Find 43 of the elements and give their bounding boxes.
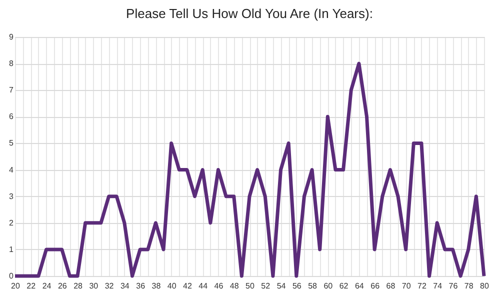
y-tick-label: 0 [9,272,14,280]
x-tick-label: 56 [292,282,302,290]
x-tick-label: 80 [480,282,490,290]
x-tick-label: 72 [418,282,427,290]
x-tick-label: 70 [402,282,412,290]
x-tick-label: 50 [246,282,255,290]
x-tick-label: 68 [386,282,396,290]
x-tick-label: 66 [370,282,380,290]
x-tick-label: 26 [58,282,68,290]
x-tick-label: 54 [276,282,286,290]
x-tick-label: 30 [89,282,99,290]
x-tick-label: 48 [230,282,240,290]
x-tick-label: 38 [152,282,162,290]
x-tick-label: 20 [11,282,20,290]
chart-title: Please Tell Us How Old You Are (In Years): [126,6,373,21]
x-tick-label: 52 [261,282,271,290]
y-tick-label: 8 [9,59,14,68]
y-tick-label: 6 [9,112,14,122]
y-tick-label: 2 [9,218,14,228]
x-tick-label: 40 [167,282,177,290]
y-tick-label: 4 [9,165,14,174]
x-tick-label: 42 [183,282,192,290]
y-tick-label: 3 [9,192,14,201]
x-tick-label: 24 [42,282,52,290]
x-tick-label: 60 [324,282,334,290]
y-tick-label: 7 [9,86,14,95]
x-tick-label: 46 [214,282,224,290]
x-tick-label: 34 [120,282,130,290]
line-series [13,62,486,278]
x-tick-label: 58 [308,282,318,290]
x-tick-label: 62 [339,282,349,290]
x-tick-label: 78 [464,282,474,290]
x-tick-label: 22 [26,282,36,290]
x-tick-label: 36 [136,282,146,290]
x-tick-label: 44 [198,282,208,290]
x-tick-label: 28 [74,282,84,290]
x-tick-label: 64 [354,282,364,290]
x-tick-label: 74 [433,282,443,290]
x-tick-label: 76 [448,282,458,290]
x-tick-label: 32 [104,282,114,290]
y-tick-label: 5 [9,138,14,148]
y-tick-label: 9 [9,32,14,42]
y-tick-label: 1 [9,244,14,254]
